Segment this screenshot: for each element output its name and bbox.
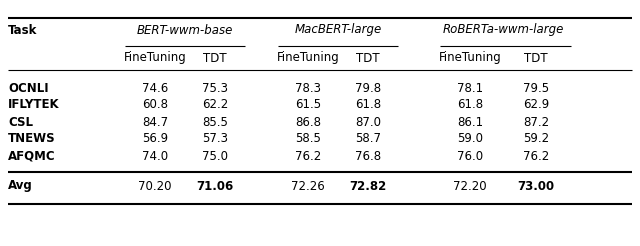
Text: 74.0: 74.0 [142,150,168,163]
Text: 58.5: 58.5 [295,133,321,145]
Text: Task: Task [8,24,37,36]
Text: FineTuning: FineTuning [124,51,186,64]
Text: 61.8: 61.8 [457,98,483,111]
Text: 84.7: 84.7 [142,116,168,128]
Text: 76.2: 76.2 [295,150,321,163]
Text: 70.20: 70.20 [138,180,172,193]
Text: 86.8: 86.8 [295,116,321,128]
Text: 75.3: 75.3 [202,81,228,94]
Text: FineTuning: FineTuning [438,51,501,64]
Text: 85.5: 85.5 [202,116,228,128]
Text: 72.82: 72.82 [349,180,387,193]
Text: 72.26: 72.26 [291,180,325,193]
Text: 72.20: 72.20 [453,180,487,193]
Text: 62.9: 62.9 [523,98,549,111]
Text: MacBERT-large: MacBERT-large [294,24,381,36]
Text: FineTuning: FineTuning [276,51,339,64]
Text: TDT: TDT [356,51,380,64]
Text: 60.8: 60.8 [142,98,168,111]
Text: 62.2: 62.2 [202,98,228,111]
Text: 86.1: 86.1 [457,116,483,128]
Text: 71.06: 71.06 [196,180,234,193]
Text: 87.0: 87.0 [355,116,381,128]
Text: 79.8: 79.8 [355,81,381,94]
Text: 61.8: 61.8 [355,98,381,111]
Text: 58.7: 58.7 [355,133,381,145]
Text: 78.1: 78.1 [457,81,483,94]
Text: TNEWS: TNEWS [8,133,56,145]
Text: 76.8: 76.8 [355,150,381,163]
Text: 73.00: 73.00 [517,180,555,193]
Text: 87.2: 87.2 [523,116,549,128]
Text: 59.2: 59.2 [523,133,549,145]
Text: AFQMC: AFQMC [8,150,56,163]
Text: TDT: TDT [203,51,227,64]
Text: BERT-wwm-base: BERT-wwm-base [137,24,233,36]
Text: OCNLI: OCNLI [8,81,49,94]
Text: 79.5: 79.5 [523,81,549,94]
Text: CSL: CSL [8,116,33,128]
Text: 75.0: 75.0 [202,150,228,163]
Text: 56.9: 56.9 [142,133,168,145]
Text: 61.5: 61.5 [295,98,321,111]
Text: RoBERTa-wwm-large: RoBERTa-wwm-large [442,24,564,36]
Text: 74.6: 74.6 [142,81,168,94]
Text: 59.0: 59.0 [457,133,483,145]
Text: TDT: TDT [524,51,548,64]
Text: Avg: Avg [8,180,33,193]
Text: IFLYTEK: IFLYTEK [8,98,60,111]
Text: 78.3: 78.3 [295,81,321,94]
Text: 57.3: 57.3 [202,133,228,145]
Text: 76.2: 76.2 [523,150,549,163]
Text: 76.0: 76.0 [457,150,483,163]
